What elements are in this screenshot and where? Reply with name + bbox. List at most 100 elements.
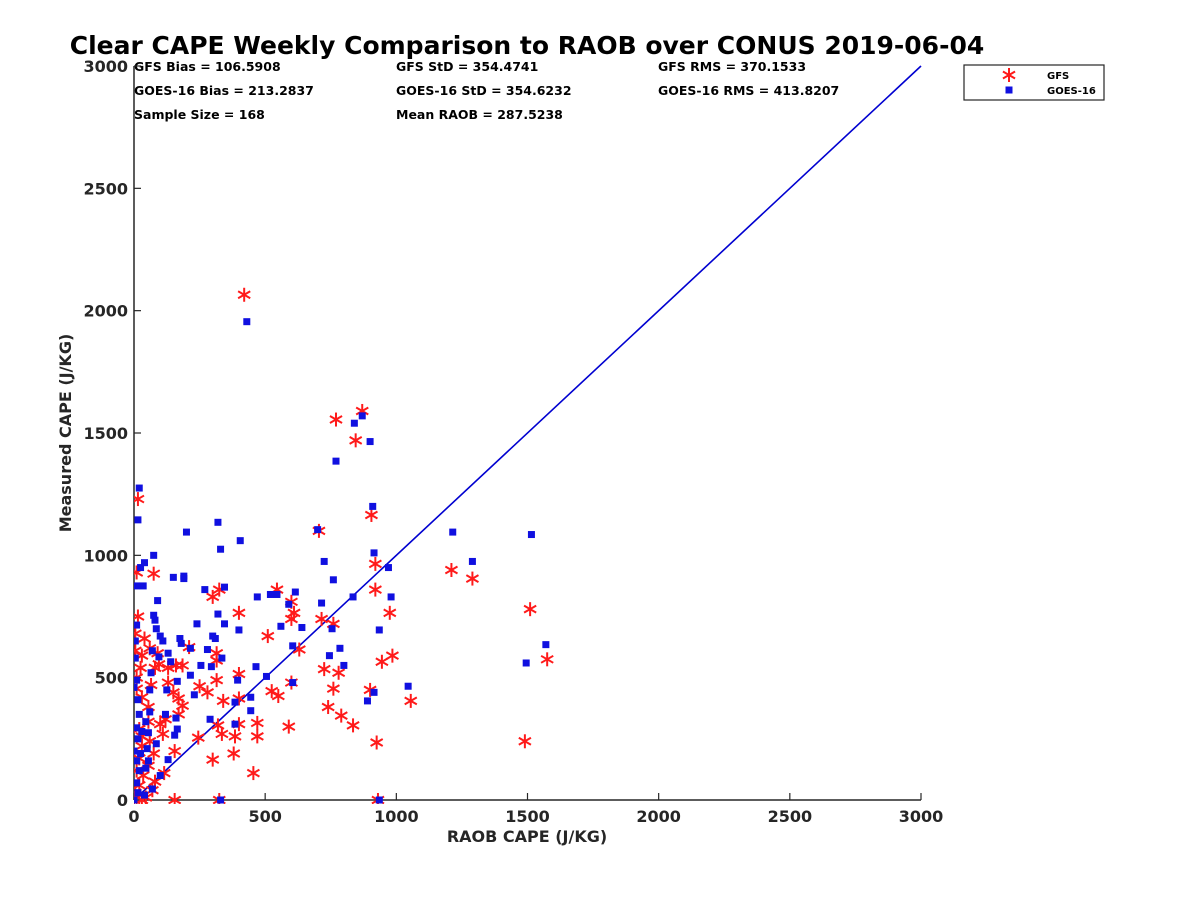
goes16-point xyxy=(134,724,141,732)
y-tick-label: 2000 xyxy=(83,302,128,321)
x-tick-label: 500 xyxy=(248,807,281,826)
gfs-point xyxy=(134,609,145,624)
goes16-point xyxy=(135,710,143,718)
goes16-point xyxy=(201,586,209,594)
goes16-point xyxy=(169,573,177,581)
goes16-point xyxy=(167,658,175,666)
x-tick-label: 3000 xyxy=(899,807,944,826)
gfs-point xyxy=(265,684,279,699)
goes16-point xyxy=(289,679,297,687)
goes16-point xyxy=(221,583,229,591)
legend-goes-square xyxy=(1005,86,1013,94)
gfs-point xyxy=(332,665,346,680)
gfs-point xyxy=(315,611,329,626)
goes16-point xyxy=(369,502,377,510)
goes16-point xyxy=(404,682,412,690)
gfs-point xyxy=(227,746,241,761)
goes16-point xyxy=(163,686,171,694)
goes16-point xyxy=(137,750,145,758)
goes16-point xyxy=(328,625,336,633)
goes16-point xyxy=(134,735,142,743)
gfs-point xyxy=(216,693,230,708)
goes16-point xyxy=(468,557,476,565)
gfs-point xyxy=(334,708,348,723)
goes16-point xyxy=(247,707,255,715)
gfs-point xyxy=(206,752,220,767)
x-tick-label: 2500 xyxy=(768,807,813,826)
gfs-point xyxy=(518,734,532,749)
stat-goes-std: GOES-16 StD = 354.6232 xyxy=(396,83,572,98)
goes16-point xyxy=(186,644,194,652)
x-ticks: 0 500 1000 1500 2000 2500 3000 xyxy=(128,793,943,826)
goes16-point xyxy=(314,526,322,534)
goes16-point xyxy=(527,531,535,539)
gfs-point xyxy=(261,629,275,644)
goes16-point xyxy=(298,624,306,632)
stat-goes-bias: GOES-16 Bias = 213.2837 xyxy=(134,83,314,98)
goes16-point xyxy=(135,484,143,492)
goes16-point xyxy=(139,582,147,590)
goes16-point xyxy=(363,697,371,705)
goes16-point xyxy=(134,637,139,645)
goes16-point xyxy=(231,720,239,728)
gfs-point xyxy=(206,589,220,604)
x-tick-label: 0 xyxy=(128,807,139,826)
gfs-point xyxy=(329,412,343,427)
legend-gfs-asterisk xyxy=(1002,68,1016,82)
goes16-point xyxy=(291,588,299,596)
goes16-point xyxy=(176,635,184,643)
x-axis-label: RAOB CAPE (J/KG) xyxy=(447,827,607,846)
goes16-point xyxy=(156,632,164,640)
plot-area xyxy=(134,65,922,804)
gfs-series xyxy=(134,287,554,804)
goes16-point xyxy=(146,708,154,716)
gfs-point xyxy=(368,556,382,571)
gfs-point xyxy=(287,605,301,620)
goes16-point xyxy=(134,789,142,797)
goes16-point xyxy=(285,600,293,608)
goes16-point xyxy=(325,652,333,660)
goes16-point xyxy=(449,528,457,536)
gfs-point xyxy=(232,605,246,620)
goes16-point xyxy=(186,671,194,679)
goes16-point xyxy=(206,715,214,723)
goes16-point xyxy=(218,654,226,662)
goes16-point xyxy=(358,412,366,420)
stat-mean-raob: Mean RAOB = 287.5238 xyxy=(396,107,563,122)
goes16-point xyxy=(197,661,205,669)
y-axis-label: Measured CAPE (J/KG) xyxy=(56,334,75,533)
goes16-point xyxy=(277,622,285,630)
goes16-point xyxy=(144,729,152,737)
y-tick-label: 0 xyxy=(117,791,128,810)
goes16-point xyxy=(151,616,159,624)
gfs-point xyxy=(237,287,251,302)
gfs-point xyxy=(168,793,182,804)
goes16-point xyxy=(140,559,148,567)
gfs-point xyxy=(540,652,554,667)
goes16-point xyxy=(134,516,142,524)
goes16-point xyxy=(177,639,185,647)
gfs-point xyxy=(364,507,378,522)
goes16-point xyxy=(137,564,145,572)
gfs-point xyxy=(523,602,537,617)
goes16-point xyxy=(134,696,142,704)
goes16-point xyxy=(134,683,138,691)
x-tick-label: 2000 xyxy=(636,807,681,826)
gfs-point xyxy=(191,730,205,745)
goes16-point xyxy=(384,564,392,572)
goes16-point xyxy=(134,676,141,684)
goes16-point xyxy=(203,646,211,654)
legend-goes-marker xyxy=(1005,86,1013,94)
goes16-point xyxy=(152,740,160,748)
gfs-point xyxy=(193,679,207,694)
goes16-point xyxy=(140,791,148,799)
gfs-point xyxy=(200,685,215,700)
gfs-point xyxy=(346,718,360,733)
goes16-point xyxy=(375,796,383,804)
chart-title: Clear CAPE Weekly Comparison to RAOB ove… xyxy=(70,31,985,60)
gfs-point xyxy=(210,673,224,688)
goes16-point xyxy=(134,796,138,804)
y-ticks: 0 500 1000 1500 2000 2500 3000 xyxy=(83,57,141,810)
goes16-point xyxy=(138,727,146,735)
stat-gfs-std: GFS StD = 354.4741 xyxy=(396,59,538,74)
